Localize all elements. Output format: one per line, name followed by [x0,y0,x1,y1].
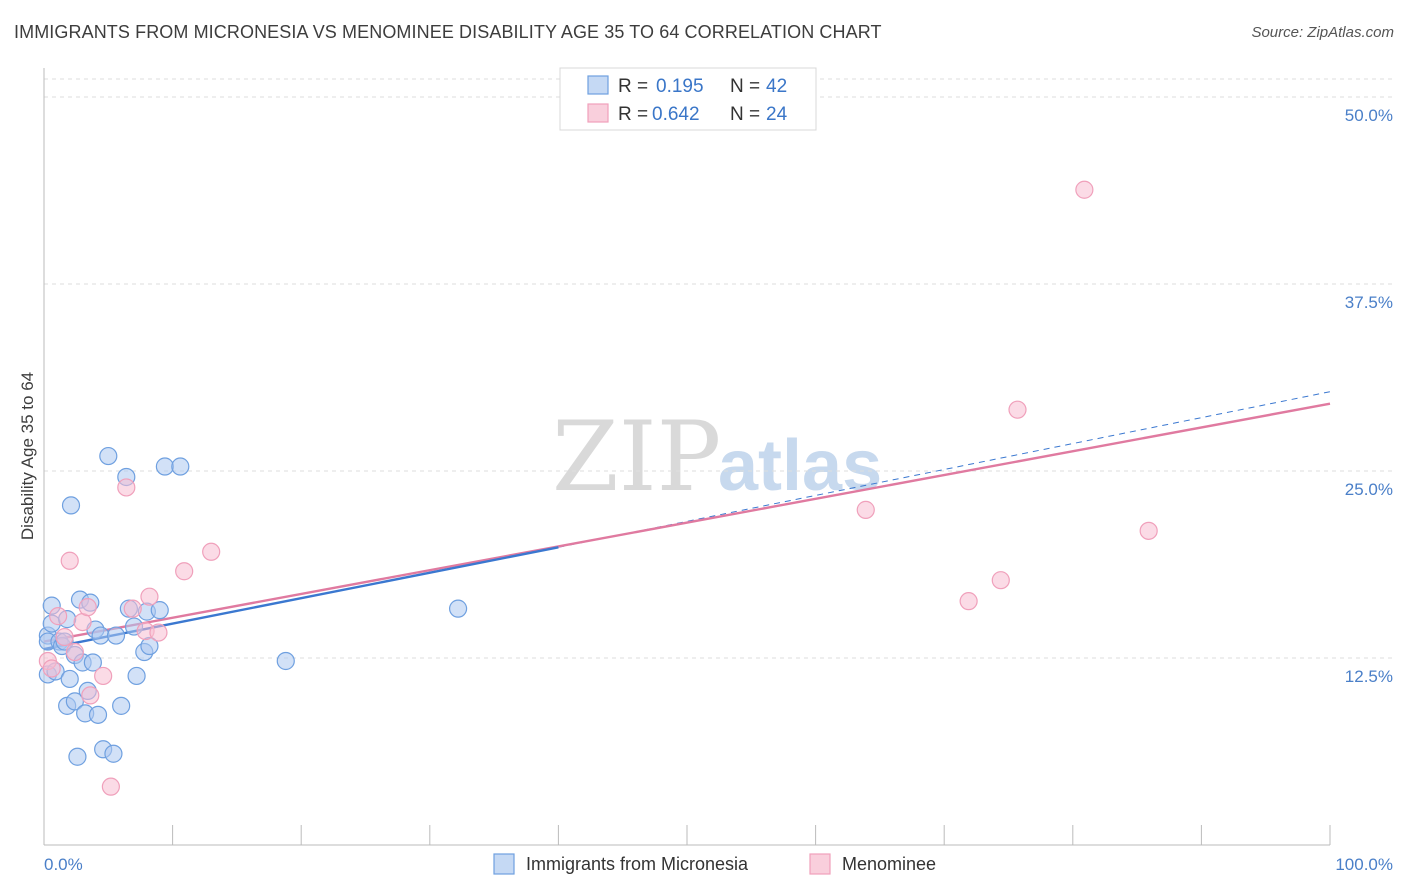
menominee-point-11 [123,599,142,618]
x-tick-label-0: 0.0% [44,855,83,874]
micronesia-point-12 [61,496,81,515]
micronesia-point-29 [112,696,131,715]
micronesia-point-27 [104,744,123,763]
axes [43,68,1331,846]
menominee-point-19 [959,592,978,611]
menominee-point-22 [1075,180,1094,199]
legend-n-value-2: 24 [766,104,788,125]
legend-n-value-1: 42 [766,76,787,97]
micronesia-point-40 [276,651,295,671]
micronesia-point-28 [106,626,126,645]
menominee-point-17 [101,777,120,796]
micronesia-point-33 [127,666,146,686]
source-credit: Source: ZipAtlas.com [1251,24,1394,41]
series-legend-label-menominee: Menominee [842,854,936,874]
menominee-point-13 [140,587,159,606]
micronesia-point-39 [171,457,190,476]
micronesia-point-37 [150,601,169,620]
legend-r-value-1: 0.195 [656,76,704,97]
y-tick-label-2: 37.5% [1345,293,1393,312]
menominee-point-23 [1139,521,1158,540]
grid-lines [44,78,1392,659]
legend: R = 0.195 N = 42 R = 0.642 N = 24 [559,67,817,131]
micronesia-point-21 [83,653,102,672]
menominee-point-7 [78,598,97,617]
y-tick-labels: 12.5% 25.0% 37.5% 50.0% [1345,106,1393,686]
micronesia-point-41 [448,599,468,618]
y-tick-label-0: 12.5% [1345,667,1393,686]
menominee-point-21 [1008,400,1027,419]
y-tick-label-3: 50.0% [1345,106,1393,125]
x-tick-labels: 0.0% 100.0% [44,855,1393,874]
legend-n-label-1: N = [730,76,760,97]
menominee-point-9 [94,666,113,686]
micronesia-point-14 [65,692,84,711]
micronesia-point-15 [68,747,87,766]
micronesia-point-11 [60,669,79,689]
chart-title: IMMIGRANTS FROM MICRONESIA VS MENOMINEE … [14,22,882,42]
menominee-point-1 [42,659,61,678]
legend-r-label-1: R = [618,76,648,97]
watermark-zip: ZIP [552,401,721,513]
legend-n-label-2: N = [730,104,760,125]
legend-r-label-2: R = [618,104,648,125]
micronesia-point-38 [155,457,174,476]
menominee-trend-line [43,402,1331,643]
series-legend: Immigrants from Micronesia Menominee [493,853,936,875]
menominee-point-5 [65,642,84,662]
legend-swatch-micronesia [587,75,609,95]
micronesia-point-26 [99,446,118,466]
legend-swatch-menominee [587,103,609,123]
menominee-point-18 [856,500,875,519]
legend-r-value-2: 0.642 [652,104,700,125]
data-points [38,180,1158,796]
menominee-point-2 [49,607,68,626]
menominee-point-8 [81,686,100,705]
micronesia-point-24 [91,626,110,645]
watermark-atlas: atlas [718,426,882,506]
menominee-point-16 [202,542,221,561]
menominee-point-15 [175,562,194,581]
menominee-point-20 [991,571,1010,590]
menominee-point-4 [60,551,79,570]
menominee-point-10 [117,478,136,497]
x-tick-label-1: 100.0% [1335,855,1393,874]
y-axis-label: Disability Age 35 to 64 [18,372,37,540]
menominee-point-3 [55,627,74,647]
series-legend-swatch-menominee [809,853,831,875]
menominee-point-14 [149,623,168,642]
series-legend-label-micronesia: Immigrants from Micronesia [526,854,749,874]
micronesia-point-23 [88,705,108,724]
y-tick-label-1: 25.0% [1345,480,1393,499]
series-legend-swatch-micronesia [493,853,515,875]
